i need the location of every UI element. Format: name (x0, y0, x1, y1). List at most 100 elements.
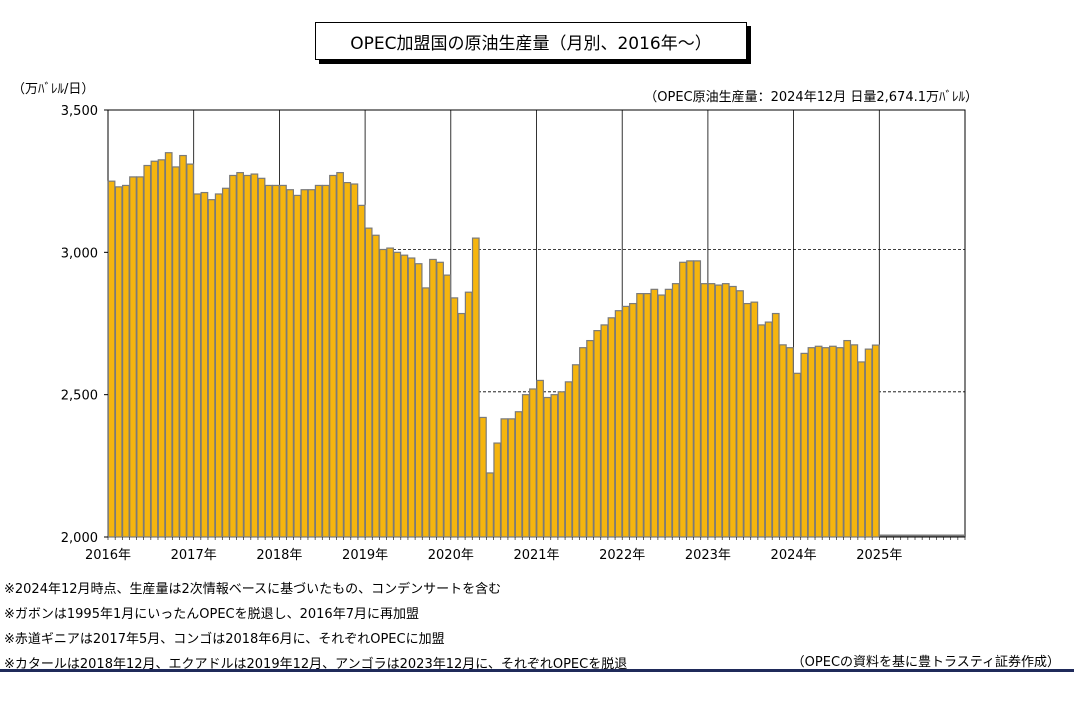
bar (286, 189, 294, 538)
bar (364, 227, 373, 538)
bar (400, 254, 409, 538)
bar (164, 152, 173, 538)
x-tick-label: 2022年 (599, 548, 645, 563)
bar (129, 176, 137, 538)
bar (629, 302, 637, 538)
bar (786, 347, 794, 538)
bar (179, 154, 187, 538)
bar (500, 418, 509, 538)
bar (121, 184, 130, 538)
bar (636, 293, 644, 538)
bar (343, 181, 352, 538)
bar (293, 194, 302, 538)
bar (614, 310, 623, 538)
bar (464, 291, 473, 538)
bar (157, 159, 166, 538)
bar (564, 381, 573, 538)
x-tick-label: 2021年 (513, 548, 559, 563)
bar (371, 234, 380, 538)
bar (664, 288, 673, 538)
footnote-4: ※カタールは2018年12月、エクアドルは2019年12月、アンゴラは2023年… (4, 657, 628, 672)
bar (550, 394, 559, 538)
bar (350, 183, 359, 538)
bar (800, 352, 809, 538)
bar (207, 199, 216, 538)
bar (821, 347, 830, 538)
bar (414, 263, 423, 538)
bar (450, 297, 459, 538)
bar (607, 317, 616, 538)
bar (493, 442, 502, 538)
bar (486, 472, 494, 538)
y-axis-unit-label: （万ﾊﾞﾚﾙ/日） (12, 82, 95, 97)
bar (757, 324, 766, 538)
bar (743, 302, 752, 538)
bar (543, 396, 552, 538)
bar (193, 193, 202, 538)
y-tick-label: 3,000 (61, 246, 98, 261)
bar (714, 284, 723, 538)
bar (514, 411, 523, 538)
y-tick-label: 3,500 (61, 104, 98, 119)
bar (357, 204, 366, 538)
bar (829, 345, 837, 538)
bar (143, 164, 152, 538)
bar (557, 391, 566, 538)
bar (257, 177, 266, 538)
bar (707, 283, 716, 538)
bar (864, 348, 873, 538)
bar (379, 248, 387, 538)
bar (700, 283, 709, 538)
bar (329, 174, 337, 538)
bar (850, 344, 859, 538)
bar (529, 388, 537, 538)
bar (221, 187, 230, 538)
bar (657, 294, 666, 538)
bar (793, 372, 802, 538)
bar (443, 274, 452, 538)
bar (436, 261, 444, 538)
bar (600, 324, 609, 538)
bar (407, 257, 416, 538)
bar (507, 418, 516, 538)
bar (579, 347, 587, 538)
bar (814, 345, 823, 538)
bar (571, 364, 580, 538)
y-tick-label: 2,500 (61, 389, 98, 404)
bar (150, 160, 159, 538)
bar (479, 416, 487, 538)
x-tick-label: 2018年 (256, 548, 302, 563)
bar (643, 293, 652, 538)
bar-chart: 2,000 2,500 3,000 3,500 2016年 2017年 2018年 2019年… (61, 104, 966, 563)
bar (264, 184, 273, 538)
bar (536, 379, 544, 538)
bar (236, 172, 244, 538)
bar (314, 184, 323, 538)
bar (521, 394, 530, 538)
x-tick-label: 2024年 (771, 548, 817, 563)
footnote-2: ※ガボンは1995年1月にいったんOPECを脱退し、2016年7月に再加盟 (4, 607, 419, 622)
x-tick-label: 2019年 (342, 548, 388, 563)
bar (186, 163, 195, 538)
bar (750, 301, 759, 538)
bar (650, 288, 659, 538)
bar (721, 283, 730, 538)
source-note: （OPECの資料を基に豊トラスティ証券作成） (791, 655, 1060, 670)
current-production-note: （OPEC原油生産量：2024年12月 日量2,674.1万ﾊﾞﾚﾙ） (644, 90, 978, 105)
bar (593, 330, 602, 538)
bar (586, 339, 594, 538)
bar (386, 247, 394, 538)
y-tick-label: 2,000 (61, 531, 98, 546)
bar (200, 191, 209, 538)
bar (679, 261, 687, 538)
bar (307, 189, 316, 538)
chart-title: OPEC加盟国の原油生産量（月別、2016年～） (315, 22, 747, 60)
bar (243, 174, 252, 538)
bar (229, 174, 237, 538)
bar (421, 287, 430, 538)
bar (250, 173, 259, 538)
footnote-1: ※2024年12月時点、生産量は2次情報ベースに基づいたもの、コンデンサートを含… (4, 582, 502, 597)
bar (764, 321, 773, 538)
bar (321, 184, 330, 538)
bar (836, 347, 844, 538)
